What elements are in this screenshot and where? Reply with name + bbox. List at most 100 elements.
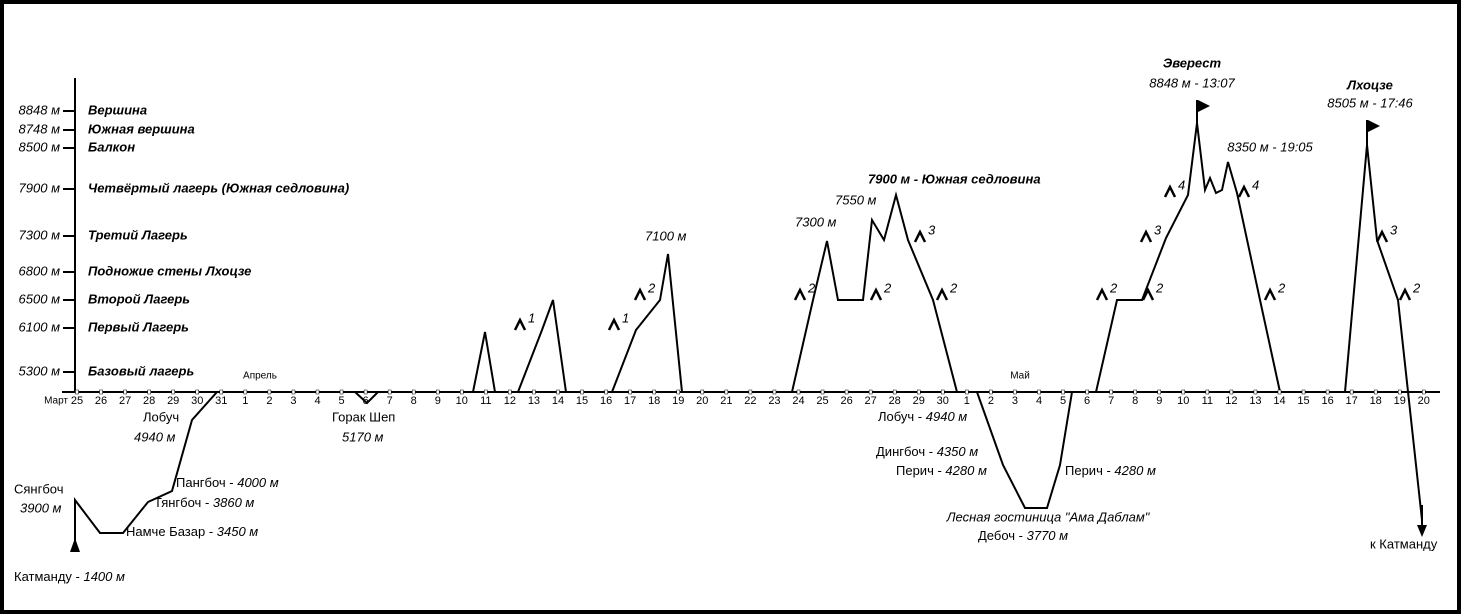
place: Сянгбоч — [14, 481, 64, 496]
place-height: 4000 м — [237, 475, 279, 490]
flag — [1368, 120, 1380, 132]
place-name: Перич - — [1065, 463, 1114, 478]
day-label: 12 — [1225, 395, 1237, 407]
place-height: 3450 м — [217, 524, 259, 539]
day-tick — [892, 389, 897, 395]
background — [4, 4, 1457, 610]
day-tick — [917, 389, 921, 395]
day-label: 9 — [1156, 395, 1162, 407]
camp-icon — [935, 287, 949, 301]
camp-number: 3 — [1154, 222, 1162, 237]
day-tick — [219, 389, 224, 395]
day-tick — [1277, 389, 1282, 395]
day-tick — [171, 389, 175, 395]
place-height: 5170 м — [342, 429, 384, 444]
elevation-value: 6800 м — [19, 263, 61, 278]
elevation-value: 8500 м — [19, 139, 61, 154]
day-tick — [1301, 389, 1306, 395]
day-tick — [195, 389, 199, 395]
place: Катманду - 1400 м — [14, 569, 125, 584]
camp-icon — [913, 229, 927, 243]
day-tick — [123, 389, 127, 395]
elevation-value: 8748 м — [19, 121, 61, 136]
day-tick — [652, 389, 656, 395]
elevation-label: Вершина — [88, 102, 147, 117]
place: Тянгбоч - 3860 м — [154, 495, 254, 510]
day-tick — [700, 389, 705, 395]
day-label: 10 — [456, 395, 468, 407]
day-label: 3 — [1012, 395, 1018, 407]
camp-number: 2 — [949, 280, 958, 295]
elevation-label: Южная вершина — [88, 121, 195, 136]
elevation-label: Первый Лагерь — [88, 319, 189, 334]
elevation-label: Третий Лагерь — [88, 227, 188, 242]
day-tick — [243, 389, 248, 395]
day-label: 26 — [840, 395, 852, 407]
elevation-value: 6500 м — [19, 291, 61, 306]
day-label: 20 — [696, 395, 708, 407]
day-label: 27 — [865, 395, 877, 407]
place-name: Дебоч - — [978, 528, 1027, 543]
camp-icon — [607, 317, 621, 331]
camp-number: 2 — [883, 280, 892, 295]
day-label: 1 — [964, 395, 970, 407]
day-label: 13 — [528, 395, 540, 407]
elevation-label: Базовый лагерь — [88, 363, 194, 378]
day-label: 10 — [1177, 395, 1189, 407]
peak-label: 7900 м - Южная седловина — [868, 171, 1041, 186]
day-tick — [1253, 389, 1258, 395]
day-label: 11 — [1202, 395, 1213, 407]
elevation-value: 7300 м — [19, 227, 61, 242]
camp-number: 2 — [1109, 280, 1118, 295]
day-tick — [772, 389, 777, 395]
peak-label: 7550 м — [835, 192, 877, 207]
day-label: 17 — [1346, 395, 1358, 407]
day-label: 22 — [744, 395, 756, 407]
day-label: 1 — [242, 395, 248, 407]
day-label: 19 — [1394, 395, 1406, 407]
day-tick — [315, 389, 320, 395]
day-label: 13 — [1249, 395, 1261, 407]
day-tick — [820, 389, 825, 395]
day-tick — [676, 389, 680, 395]
day-label: 8 — [411, 395, 417, 407]
place-height: 3900 м — [20, 500, 62, 515]
month-label: Апрель — [243, 371, 277, 382]
day-label: 14 — [1273, 395, 1285, 407]
day-label: 20 — [1418, 395, 1430, 407]
place: Дингбоч - 4350 м — [876, 444, 978, 459]
camp-number: 1 — [622, 310, 629, 325]
camp-icon — [1139, 229, 1153, 243]
month-label: Март — [44, 396, 68, 407]
day-tick — [387, 389, 392, 395]
route-profile — [74, 122, 1423, 545]
elevation-value: 6100 м — [19, 319, 61, 334]
camp-icon — [869, 287, 883, 301]
day-tick — [868, 389, 873, 395]
camp-icon — [633, 287, 647, 301]
place-height: 4280 м — [1114, 463, 1156, 478]
start-arrowhead — [70, 538, 80, 552]
day-label: 7 — [1108, 395, 1114, 407]
day-tick — [724, 389, 729, 395]
place-name: Пангбоч - — [176, 475, 237, 490]
day-tick — [484, 389, 488, 395]
day-label: 14 — [552, 395, 564, 407]
camp-number: 2 — [807, 280, 816, 295]
day-tick — [411, 389, 416, 395]
place: Дебоч - 3770 м — [978, 528, 1068, 543]
day-tick — [941, 389, 945, 395]
place-name: Лобуч - — [878, 409, 926, 424]
place-name: Тянгбоч - — [154, 495, 213, 510]
day-tick — [1398, 389, 1402, 395]
day-label: 3 — [290, 395, 296, 407]
day-tick — [1013, 389, 1017, 395]
month-label: Май — [1010, 371, 1030, 382]
place-name: Дингбоч - — [876, 444, 937, 459]
elevation-label: Второй Лагерь — [88, 291, 190, 306]
day-tick — [75, 389, 79, 395]
summit-detail: 8505 м - 17:46 — [1327, 95, 1413, 110]
day-tick — [1109, 389, 1113, 395]
place: Лобуч - 4940 м — [878, 409, 967, 424]
